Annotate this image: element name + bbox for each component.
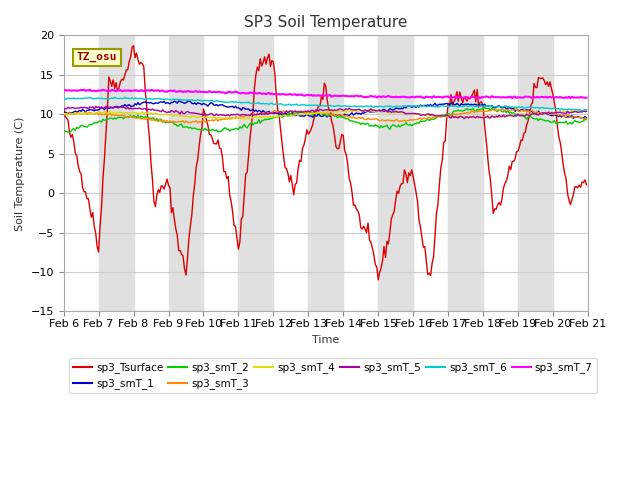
Bar <box>168 36 204 312</box>
Legend: sp3_Tsurface, sp3_smT_1, sp3_smT_2, sp3_smT_3, sp3_smT_4, sp3_smT_5, sp3_smT_6, : sp3_Tsurface, sp3_smT_1, sp3_smT_2, sp3_… <box>69 358 596 394</box>
Text: TZ_osu: TZ_osu <box>77 52 117 62</box>
Title: SP3 Soil Temperature: SP3 Soil Temperature <box>244 15 408 30</box>
Bar <box>308 36 343 312</box>
Bar <box>448 36 483 312</box>
Bar <box>518 36 553 312</box>
Bar <box>239 36 273 312</box>
X-axis label: Time: Time <box>312 335 339 345</box>
Y-axis label: Soil Temperature (C): Soil Temperature (C) <box>15 116 25 230</box>
Bar <box>99 36 134 312</box>
Bar <box>378 36 413 312</box>
